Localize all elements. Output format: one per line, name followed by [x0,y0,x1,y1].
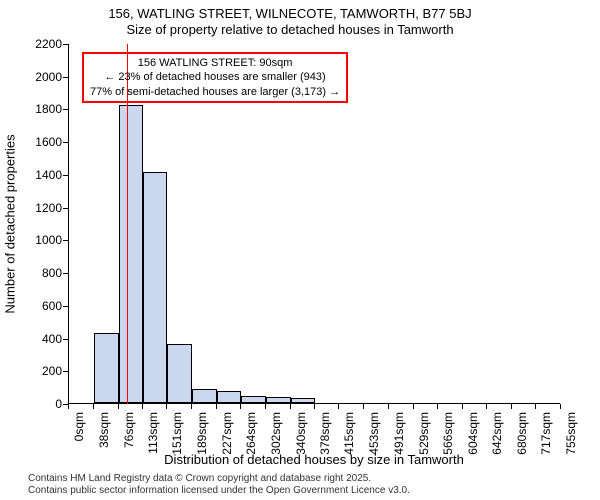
x-tick-label: 264sqm [244,412,258,455]
histogram-bar [266,397,291,403]
annot-line2: ← 23% of detached houses are smaller (94… [90,70,340,84]
x-tick-label: 113sqm [146,412,160,454]
x-tick-label: 0sqm [72,412,86,441]
x-tick-label: 566sqm [441,412,455,455]
histogram-bar [167,344,192,403]
title-line2: Size of property relative to detached ho… [0,22,580,37]
y-tick-label: 800 [0,266,62,280]
histogram-bar [94,333,119,403]
x-tick-label: 529sqm [417,412,431,455]
y-tick-label: 0 [0,397,62,411]
x-tick-label: 755sqm [564,412,578,455]
x-tick-label: 717sqm [539,412,553,455]
x-tick-label: 642sqm [490,412,504,455]
y-tick-label: 600 [0,299,62,313]
x-tick-label: 340sqm [294,412,308,455]
y-tick-label: 1800 [0,102,62,116]
x-tick-label: 76sqm [122,412,136,448]
histogram-bar [241,396,266,403]
title-line1: 156, WATLING STREET, WILNECOTE, TAMWORTH… [0,6,580,21]
x-tick-label: 378sqm [318,412,332,455]
x-tick-label: 680sqm [515,412,529,455]
x-tick-label: 415sqm [342,412,356,455]
footer-line2: Contains public sector information licen… [28,485,410,497]
x-tick-label: 151sqm [170,412,184,455]
y-axis-label: Number of detached properties [3,134,18,313]
x-tick-label: 38sqm [97,412,111,448]
x-tick-label: 453sqm [367,412,381,455]
histogram-bar [291,398,316,403]
footer-text: Contains HM Land Registry data © Crown c… [28,473,410,497]
x-tick-label: 302sqm [269,412,283,455]
y-tick-label: 1400 [0,168,62,182]
footer-line1: Contains HM Land Registry data © Crown c… [28,473,410,485]
x-tick-label: 491sqm [392,412,406,455]
histogram-bar [192,389,217,403]
y-tick-label: 2000 [0,70,62,84]
y-tick-label: 1600 [0,135,62,149]
x-tick-label: 604sqm [466,412,480,455]
histogram-bar [143,172,168,403]
annot-line1: 156 WATLING STREET: 90sqm [90,56,340,70]
x-tick-label: 189sqm [195,412,209,455]
y-tick-label: 400 [0,332,62,346]
annotation-box: 156 WATLING STREET: 90sqm← 23% of detach… [82,52,348,103]
x-tick-label: 227sqm [220,412,234,455]
y-tick-label: 200 [0,364,62,378]
chart-container: 156, WATLING STREET, WILNECOTE, TAMWORTH… [0,0,600,500]
y-tick-label: 1200 [0,201,62,215]
annot-line3: 77% of semi-detached houses are larger (… [90,85,340,99]
histogram-bar [119,105,143,403]
y-tick-label: 1000 [0,233,62,247]
x-axis-label: Distribution of detached houses by size … [68,452,560,467]
histogram-bar [217,391,241,403]
y-tick-label: 2200 [0,37,62,51]
